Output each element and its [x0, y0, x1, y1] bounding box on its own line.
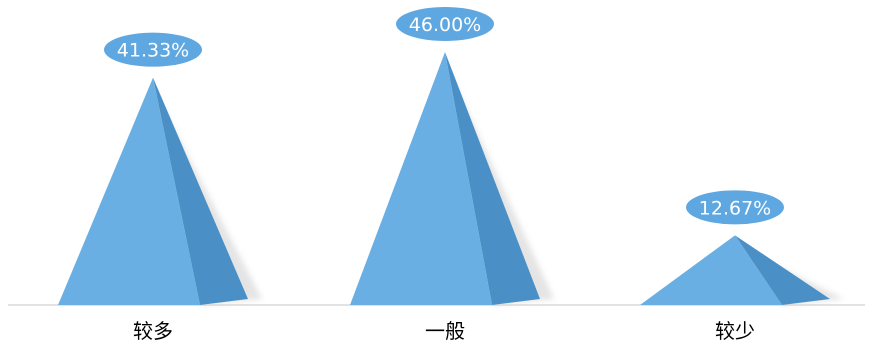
data-label: 46.00%: [409, 14, 481, 36]
data-label-bubble: [104, 32, 202, 67]
pyramid-marks: [58, 52, 844, 305]
data-label-bubble: [686, 190, 784, 225]
pyramid-side-face: [735, 235, 830, 305]
pyramid-bar-较少: [640, 235, 782, 305]
data-label-bubble: [396, 7, 494, 41]
category-label: 一般: [425, 319, 465, 343]
pyramid-shadow: [445, 62, 554, 305]
pyramid-side-face: [445, 52, 540, 305]
category-label: 较多: [133, 319, 173, 343]
data-label: 12.67%: [699, 197, 771, 219]
category-label: 较少: [715, 319, 755, 343]
data-labels: 41.33% 46.00% 12.67%: [104, 7, 784, 225]
pyramid-bar-较多: [58, 77, 200, 305]
pyramid-side-face: [153, 77, 248, 305]
data-label: 41.33%: [117, 40, 189, 62]
pyramid-bar-一般: [350, 52, 492, 305]
category-labels: 较多 一般 较少: [133, 319, 755, 343]
